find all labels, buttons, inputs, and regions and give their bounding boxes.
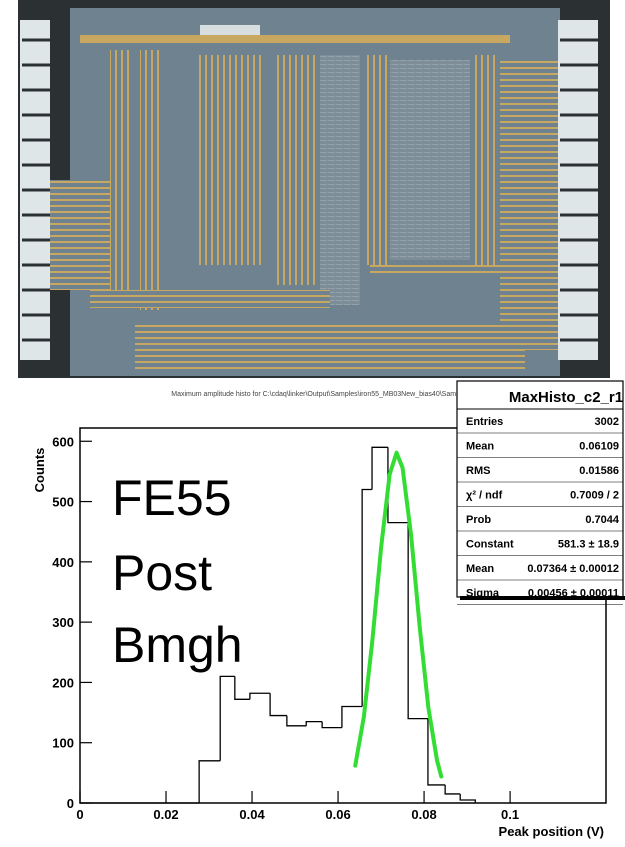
histogram-bin bbox=[445, 785, 460, 794]
x-tick-label: 0.1 bbox=[501, 807, 519, 822]
histogram-bin bbox=[306, 722, 322, 726]
stats-box: MaxHisto_c2_r1 Entries 3002 Mean 0.06109 RMS… bbox=[457, 381, 625, 605]
stats-label: Mean bbox=[466, 563, 494, 575]
histogram-bin bbox=[199, 761, 220, 803]
x-tick-label: 0.06 bbox=[325, 807, 350, 822]
x-axis-label: Peak position (V) bbox=[499, 824, 604, 839]
histogram-bin bbox=[372, 447, 388, 489]
annotation: Post bbox=[112, 545, 212, 601]
stats-label: Mean bbox=[466, 441, 494, 453]
x-tick-label: 0 bbox=[76, 807, 83, 822]
x-tick-label: 0.04 bbox=[239, 807, 265, 822]
histogram-bin bbox=[460, 794, 475, 803]
histogram-bin bbox=[342, 707, 362, 728]
stats-label: Prob bbox=[466, 514, 491, 526]
stats-title: MaxHisto_c2_r1 bbox=[509, 389, 623, 406]
stats-label: RMS bbox=[466, 465, 490, 477]
x-tick-label: 0.02 bbox=[153, 807, 178, 822]
stats-label: χ² / ndf bbox=[466, 490, 503, 502]
stats-label: Entries bbox=[466, 416, 503, 428]
y-tick-label: 300 bbox=[52, 615, 74, 630]
stats-value: 3002 bbox=[595, 416, 619, 428]
histogram-bin bbox=[322, 722, 342, 728]
stats-value: 0.07364 ± 0.00012 bbox=[527, 563, 619, 575]
stats-value: 0.7009 / 2 bbox=[570, 490, 619, 502]
y-tick-label: 100 bbox=[52, 736, 74, 751]
stats-value: 0.00456 ± 0.00011 bbox=[528, 588, 619, 600]
stats-value: 0.06109 bbox=[579, 441, 619, 453]
y-tick-label: 0 bbox=[67, 796, 74, 811]
x-tick-label: 0.08 bbox=[411, 807, 436, 822]
stats-value: 0.7044 bbox=[585, 514, 620, 526]
histogram-bin bbox=[220, 676, 235, 760]
chart-title: Maximum amplitude histo for C:\cdaq\link… bbox=[171, 391, 489, 398]
chip-photo bbox=[18, 0, 610, 378]
histogram-bin bbox=[270, 693, 287, 715]
annotation: Bmgh bbox=[112, 617, 243, 673]
annotation: FE55 bbox=[112, 470, 232, 526]
stats-value: 0.01586 bbox=[579, 465, 619, 477]
y-axis-label: Counts bbox=[32, 448, 47, 493]
figure: Maximum amplitude histo for C:\cdaq\link… bbox=[0, 0, 625, 842]
y-tick-label: 600 bbox=[52, 434, 74, 449]
y-tick-label: 400 bbox=[52, 555, 74, 570]
histogram-bin bbox=[235, 676, 250, 699]
stats-label: Constant bbox=[466, 539, 514, 551]
stats-value: 581.3 ± 18.9 bbox=[558, 539, 619, 551]
y-tick-label: 200 bbox=[52, 675, 74, 690]
stats-label: Sigma bbox=[466, 588, 500, 600]
y-tick-label: 500 bbox=[52, 495, 74, 510]
histogram-bin bbox=[250, 693, 270, 699]
page: Maximum amplitude histo for C:\cdaq\link… bbox=[0, 0, 625, 842]
histogram-bin bbox=[287, 716, 306, 726]
